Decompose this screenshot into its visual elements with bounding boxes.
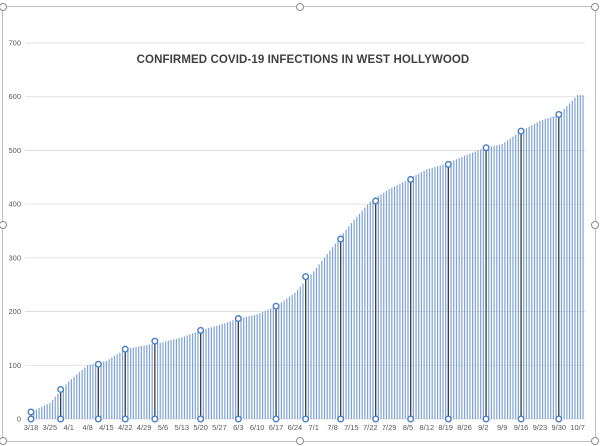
x-tick-label: 9/23 <box>533 423 548 432</box>
y-tick-label: 500 <box>8 146 21 155</box>
value-marker <box>407 175 415 183</box>
base-marker <box>151 415 159 423</box>
base-marker <box>444 415 452 423</box>
x-tick-label: 5/13 <box>174 423 189 432</box>
base-marker <box>272 415 280 423</box>
value-marker <box>151 337 159 345</box>
x-tick-label: 6/10 <box>250 423 265 432</box>
value-marker <box>482 144 490 152</box>
value-marker <box>27 408 35 416</box>
value-marker <box>121 345 129 353</box>
x-tick-label: 4/15 <box>99 423 114 432</box>
x-tick-label: 5/27 <box>212 423 227 432</box>
value-marker <box>372 197 380 205</box>
x-tick-label: 7/8 <box>327 423 337 432</box>
value-marker <box>197 326 205 334</box>
base-marker <box>555 415 563 423</box>
x-tick-label: 8/12 <box>420 423 435 432</box>
value-marker <box>444 160 452 168</box>
x-tick-label: 9/2 <box>478 423 488 432</box>
value-marker <box>57 385 65 393</box>
x-tick-label: 7/22 <box>363 423 378 432</box>
base-marker <box>121 415 129 423</box>
value-marker <box>517 127 525 135</box>
resize-handle-top-center[interactable] <box>296 3 304 11</box>
x-tick-label: 4/8 <box>82 423 92 432</box>
x-tick-label: 7/29 <box>382 423 397 432</box>
x-tick-label: 7/1 <box>309 423 319 432</box>
x-tick-label: 8/26 <box>457 423 472 432</box>
highlight-lines <box>30 114 560 419</box>
resize-handle-bottom-left[interactable] <box>0 437 7 445</box>
x-tick-label: 4/1 <box>63 423 73 432</box>
x-tick-label: 5/6 <box>158 423 168 432</box>
base-marker <box>234 415 242 423</box>
base-marker <box>372 415 380 423</box>
base-marker <box>94 415 102 423</box>
x-tick-label: 9/16 <box>514 423 529 432</box>
base-marker <box>407 415 415 423</box>
base-marker <box>197 415 205 423</box>
y-tick-label: 600 <box>8 92 21 101</box>
x-tick-label: 8/5 <box>403 423 413 432</box>
value-marker <box>337 235 345 243</box>
value-marker <box>94 360 102 368</box>
x-tick-label: 4/29 <box>137 423 152 432</box>
resize-handle-bottom-center[interactable] <box>296 437 304 445</box>
base-marker <box>27 415 35 423</box>
base-marker <box>517 415 525 423</box>
x-tick-label: 10/7 <box>570 423 585 432</box>
value-marker <box>555 110 563 118</box>
resize-handle-top-right[interactable] <box>591 3 599 11</box>
value-marker <box>302 273 310 281</box>
resize-handle-middle-right[interactable] <box>591 221 599 229</box>
x-tick-label: 8/19 <box>438 423 453 432</box>
resize-handle-bottom-right[interactable] <box>591 437 599 445</box>
y-tick-label: 100 <box>8 361 21 370</box>
x-tick-label: 6/17 <box>269 423 284 432</box>
resize-handle-top-left[interactable] <box>0 3 7 11</box>
y-axis-ticks: 0 100 200 300 400 500 600 700 <box>8 39 21 424</box>
base-marker <box>57 415 65 423</box>
x-tick-label: 7/15 <box>344 423 359 432</box>
x-tick-label: 4/22 <box>118 423 133 432</box>
y-tick-label: 300 <box>8 253 21 262</box>
y-tick-label: 0 <box>17 415 21 424</box>
chart-title: CONFIRMED COVID-19 INFECTIONS IN WEST HO… <box>137 54 470 66</box>
x-axis-ticks: 3/18 3/25 4/1 4/8 4/15 4/22 4/29 5/6 5/13 5/20 5/2… <box>24 423 585 432</box>
x-tick-label: 9/30 <box>551 423 566 432</box>
resize-handle-middle-left[interactable] <box>0 221 7 229</box>
base-marker <box>337 415 345 423</box>
chart-canvas: 0 100 200 300 400 500 600 700 3/18 3/25 4/1 4/8 4/1… <box>8 39 585 432</box>
y-tick-label: 400 <box>8 200 21 209</box>
x-tick-label: 9/9 <box>497 423 507 432</box>
x-tick-label: 3/18 <box>24 423 39 432</box>
x-tick-label: 3/25 <box>43 423 58 432</box>
value-marker <box>272 302 280 310</box>
y-tick-label: 200 <box>8 307 21 316</box>
chart-frame[interactable]: 0 100 200 300 400 500 600 700 3/18 3/25 4/1 4/8 4/1… <box>0 3 599 445</box>
x-tick-label: 6/3 <box>233 423 243 432</box>
y-tick-label: 700 <box>8 39 21 48</box>
bars <box>30 95 584 419</box>
x-tick-label: 6/24 <box>288 423 303 432</box>
point-markers <box>27 110 563 423</box>
base-marker <box>482 415 490 423</box>
value-marker <box>234 315 242 323</box>
base-marker <box>302 415 310 423</box>
x-tick-label: 5/20 <box>193 423 208 432</box>
